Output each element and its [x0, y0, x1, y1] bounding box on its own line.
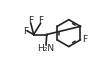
Text: H₂N: H₂N — [38, 44, 55, 53]
Text: F: F — [38, 16, 43, 25]
Text: F: F — [23, 27, 28, 36]
Text: F: F — [28, 16, 33, 25]
Text: F: F — [82, 35, 87, 44]
